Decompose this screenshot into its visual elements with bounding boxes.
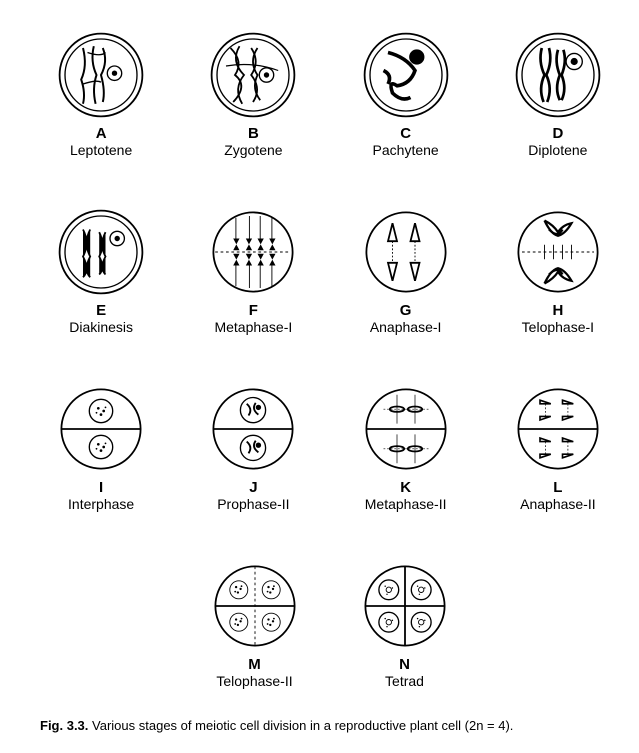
cell-letter: C xyxy=(400,126,411,141)
cell-metaphase2: K Metaphase-II xyxy=(361,384,451,511)
cell-letter: G xyxy=(400,303,412,318)
cell-label: Zygotene xyxy=(224,143,282,157)
cell-telophase2: M Telophase-II xyxy=(210,561,300,688)
cell-label: Telophase-I xyxy=(522,320,594,334)
caption-prefix: Fig. 3.3. xyxy=(40,718,88,733)
diakinesis-diagram xyxy=(56,207,146,297)
cell-letter: J xyxy=(249,480,257,495)
telophase2-diagram xyxy=(210,561,300,651)
cell-tetrad: N Tetrad xyxy=(360,561,450,688)
diplotene-diagram xyxy=(513,30,603,120)
metaphase2-diagram xyxy=(361,384,451,474)
cell-label: Pachytene xyxy=(373,143,439,157)
cell-label: Diplotene xyxy=(528,143,587,157)
cell-label: Tetrad xyxy=(385,674,424,688)
cell-letter: K xyxy=(400,480,411,495)
cell-letter: A xyxy=(96,126,107,141)
pachytene-diagram xyxy=(361,30,451,120)
cell-telophase1: H Telophase-I xyxy=(513,207,603,334)
anaphase1-diagram xyxy=(361,207,451,297)
cell-label: Telophase-II xyxy=(216,674,292,688)
tetrad-diagram xyxy=(360,561,450,651)
cell-label: Prophase-II xyxy=(217,497,289,511)
cell-letter: B xyxy=(248,126,259,141)
cell-label: Interphase xyxy=(68,497,134,511)
cell-label: Metaphase-I xyxy=(214,320,292,334)
cell-anaphase1: G Anaphase-I xyxy=(361,207,451,334)
cell-interphase: I Interphase xyxy=(56,384,146,511)
cell-label: Anaphase-I xyxy=(370,320,442,334)
anaphase2-diagram xyxy=(513,384,603,474)
telophase1-diagram xyxy=(513,207,603,297)
interphase-diagram xyxy=(56,384,146,474)
cell-label: Diakinesis xyxy=(69,320,133,334)
cell-letter: N xyxy=(399,657,410,672)
cell-letter: H xyxy=(552,303,563,318)
cell-letter: D xyxy=(552,126,563,141)
cell-diakinesis: E Diakinesis xyxy=(56,207,146,334)
cell-diplotene: D Diplotene xyxy=(513,30,603,157)
cell-letter: E xyxy=(96,303,106,318)
cell-letter: F xyxy=(249,303,258,318)
meiosis-grid: A Leptotene B Zygotene C Pachytene xyxy=(40,30,619,688)
cell-leptotene: A Leptotene xyxy=(56,30,146,157)
caption-text: Various stages of meiotic cell division … xyxy=(92,718,513,733)
prophase2-diagram xyxy=(208,384,298,474)
cell-zygotene: B Zygotene xyxy=(208,30,298,157)
cell-letter: L xyxy=(553,480,562,495)
zygotene-diagram xyxy=(208,30,298,120)
cell-label: Leptotene xyxy=(70,143,132,157)
cell-label: Metaphase-II xyxy=(365,497,447,511)
figure-caption: Fig. 3.3. Various stages of meiotic cell… xyxy=(40,718,619,733)
cell-anaphase2: L Anaphase-II xyxy=(513,384,603,511)
cell-pachytene: C Pachytene xyxy=(361,30,451,157)
cell-letter: I xyxy=(99,480,103,495)
cell-prophase2: J Prophase-II xyxy=(208,384,298,511)
leptotene-diagram xyxy=(56,30,146,120)
cell-label: Anaphase-II xyxy=(520,497,596,511)
cell-letter: M xyxy=(248,657,261,672)
metaphase1-diagram xyxy=(208,207,298,297)
cell-metaphase1: F Metaphase-I xyxy=(208,207,298,334)
